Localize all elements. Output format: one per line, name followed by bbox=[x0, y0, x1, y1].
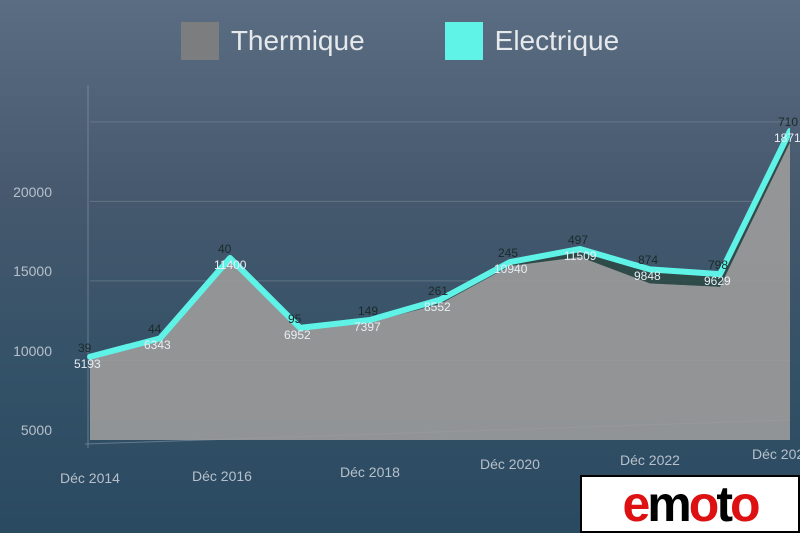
y-tick-label: 5000 bbox=[2, 422, 52, 438]
chart-svg bbox=[30, 70, 790, 500]
swatch-thermique bbox=[181, 22, 219, 60]
legend-item-electrique: Electrique bbox=[445, 22, 620, 60]
logo-emoto: emoto bbox=[580, 475, 800, 533]
swatch-electrique bbox=[445, 22, 483, 60]
x-tick-label: Déc 2016 bbox=[192, 468, 252, 484]
x-tick-label: Déc 2024 bbox=[752, 446, 800, 462]
chart-area: 5000100001500020000395193446343401140095… bbox=[30, 70, 790, 500]
x-tick-label: Déc 2020 bbox=[480, 456, 540, 472]
x-tick-label: Déc 2018 bbox=[340, 464, 400, 480]
x-tick-label: Déc 2022 bbox=[620, 452, 680, 468]
legend-label-electrique: Electrique bbox=[495, 25, 620, 57]
legend-item-thermique: Thermique bbox=[181, 22, 365, 60]
logo-text: emoto bbox=[622, 479, 757, 529]
legend-label-thermique: Thermique bbox=[231, 25, 365, 57]
y-tick-label: 15000 bbox=[2, 263, 52, 279]
legend: Thermique Electrique bbox=[0, 22, 800, 60]
y-tick-label: 10000 bbox=[2, 343, 52, 359]
x-tick-label: Déc 2014 bbox=[60, 470, 120, 486]
y-tick-label: 20000 bbox=[2, 184, 52, 200]
